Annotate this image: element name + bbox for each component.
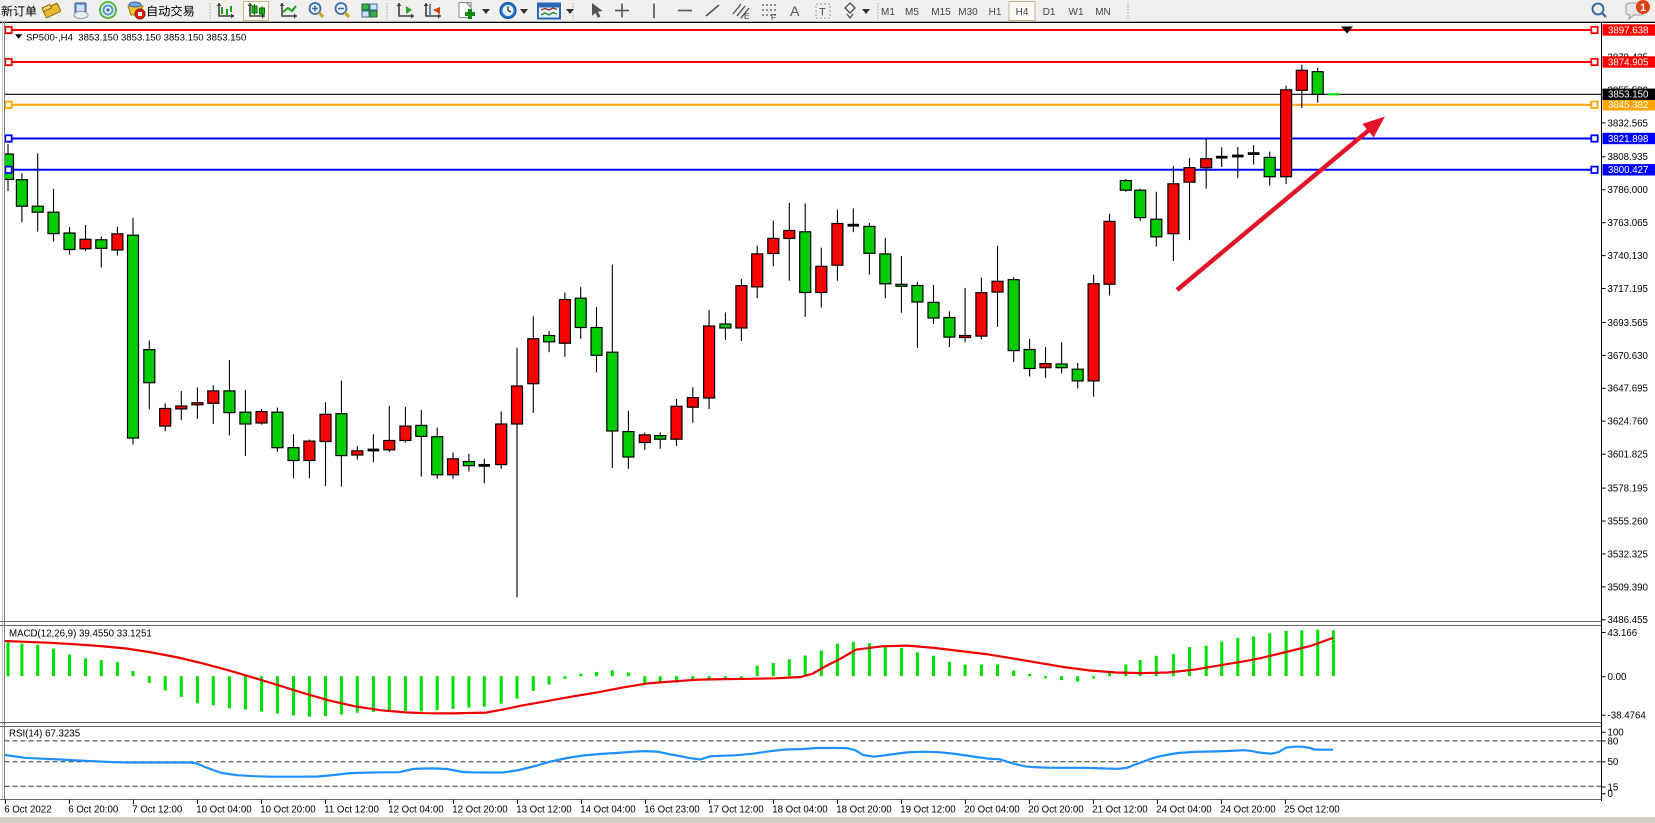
svg-text:43.166: 43.166	[1608, 628, 1638, 639]
svg-text:3874.905: 3874.905	[1608, 57, 1648, 68]
svg-text:80: 80	[1608, 736, 1619, 747]
svg-text:3717.195: 3717.195	[1608, 284, 1648, 295]
svg-text:T: T	[819, 7, 826, 19]
svg-text:-38.4764: -38.4764	[1608, 711, 1647, 722]
svg-text:3509.390: 3509.390	[1608, 582, 1649, 593]
svg-text:18 Oct 04:00: 18 Oct 04:00	[772, 805, 828, 816]
svg-text:3693.565: 3693.565	[1608, 318, 1648, 329]
svg-text:D1: D1	[1043, 7, 1056, 18]
svg-text:16 Oct 23:00: 16 Oct 23:00	[644, 805, 700, 816]
svg-text:3740.130: 3740.130	[1608, 251, 1649, 262]
svg-text:3763.065: 3763.065	[1608, 218, 1648, 229]
svg-text:3555.260: 3555.260	[1608, 516, 1649, 527]
svg-text:M15: M15	[931, 7, 951, 18]
svg-text:H1: H1	[989, 7, 1002, 18]
svg-text:M30: M30	[958, 7, 978, 18]
svg-text:3832.565: 3832.565	[1608, 118, 1648, 129]
svg-text:20 Oct 20:00: 20 Oct 20:00	[1028, 805, 1084, 816]
svg-text:25 Oct 12:00: 25 Oct 12:00	[1284, 805, 1340, 816]
svg-text:50: 50	[1608, 757, 1619, 768]
svg-text:7 Oct 12:00: 7 Oct 12:00	[132, 805, 183, 816]
svg-text:W1: W1	[1069, 7, 1084, 18]
svg-text:3532.325: 3532.325	[1608, 549, 1648, 560]
svg-text:SP500-,H4 3853.150 3853.150 3: SP500-,H4 3853.150 3853.150 3853.150 385…	[26, 33, 246, 44]
svg-text:24 Oct 04:00: 24 Oct 04:00	[1156, 805, 1212, 816]
svg-text:A: A	[790, 3, 800, 19]
svg-text:21 Oct 12:00: 21 Oct 12:00	[1092, 805, 1148, 816]
svg-text:13 Oct 12:00: 13 Oct 12:00	[516, 805, 572, 816]
svg-text:19 Oct 12:00: 19 Oct 12:00	[900, 805, 956, 816]
svg-text:17 Oct 12:00: 17 Oct 12:00	[708, 805, 764, 816]
svg-text:3800.427: 3800.427	[1608, 165, 1648, 176]
svg-text:24 Oct 20:00: 24 Oct 20:00	[1220, 805, 1276, 816]
svg-text:3647.695: 3647.695	[1608, 384, 1648, 395]
svg-text:6 Oct 2022: 6 Oct 2022	[4, 805, 51, 816]
svg-text:3578.195: 3578.195	[1608, 484, 1648, 495]
svg-text:3624.760: 3624.760	[1608, 417, 1649, 428]
svg-text:18 Oct 20:00: 18 Oct 20:00	[836, 805, 892, 816]
svg-text:1: 1	[1640, 2, 1646, 14]
svg-text:MACD(12,26,9) 39.4550 33.1251: MACD(12,26,9) 39.4550 33.1251	[9, 629, 152, 640]
svg-text:100: 100	[1608, 728, 1625, 739]
svg-text:MN: MN	[1095, 7, 1111, 18]
svg-text:3897.638: 3897.638	[1608, 25, 1648, 36]
svg-text:3853.150: 3853.150	[1608, 90, 1649, 101]
svg-text:12 Oct 04:00: 12 Oct 04:00	[388, 805, 444, 816]
svg-text:10 Oct 20:00: 10 Oct 20:00	[260, 805, 316, 816]
svg-text:RSI(14) 67.3235: RSI(14) 67.3235	[9, 729, 80, 740]
svg-text:11 Oct 12:00: 11 Oct 12:00	[324, 805, 379, 816]
svg-text:M1: M1	[881, 7, 895, 18]
svg-text:M5: M5	[905, 7, 919, 18]
svg-text:0.00: 0.00	[1608, 672, 1627, 683]
svg-text:H4: H4	[1016, 7, 1029, 18]
svg-text:6 Oct 20:00: 6 Oct 20:00	[68, 805, 119, 816]
svg-text:3808.935: 3808.935	[1608, 152, 1648, 163]
svg-text:3601.825: 3601.825	[1608, 450, 1648, 461]
svg-text:3821.898: 3821.898	[1608, 134, 1648, 145]
svg-text:3845.382: 3845.382	[1608, 100, 1648, 111]
svg-text:E: E	[744, 12, 749, 21]
svg-text:14 Oct 04:00: 14 Oct 04:00	[580, 805, 636, 816]
svg-text:12 Oct 20:00: 12 Oct 20:00	[452, 805, 508, 816]
svg-text:10 Oct 04:00: 10 Oct 04:00	[196, 805, 252, 816]
svg-text:20 Oct 04:00: 20 Oct 04:00	[964, 805, 1020, 816]
svg-text:3670.630: 3670.630	[1608, 351, 1649, 362]
svg-text:0: 0	[1608, 789, 1614, 800]
svg-text:15: 15	[1608, 782, 1619, 793]
svg-text:3486.455: 3486.455	[1608, 615, 1648, 626]
svg-text:F: F	[771, 13, 776, 22]
svg-text:3786.000: 3786.000	[1608, 185, 1649, 196]
